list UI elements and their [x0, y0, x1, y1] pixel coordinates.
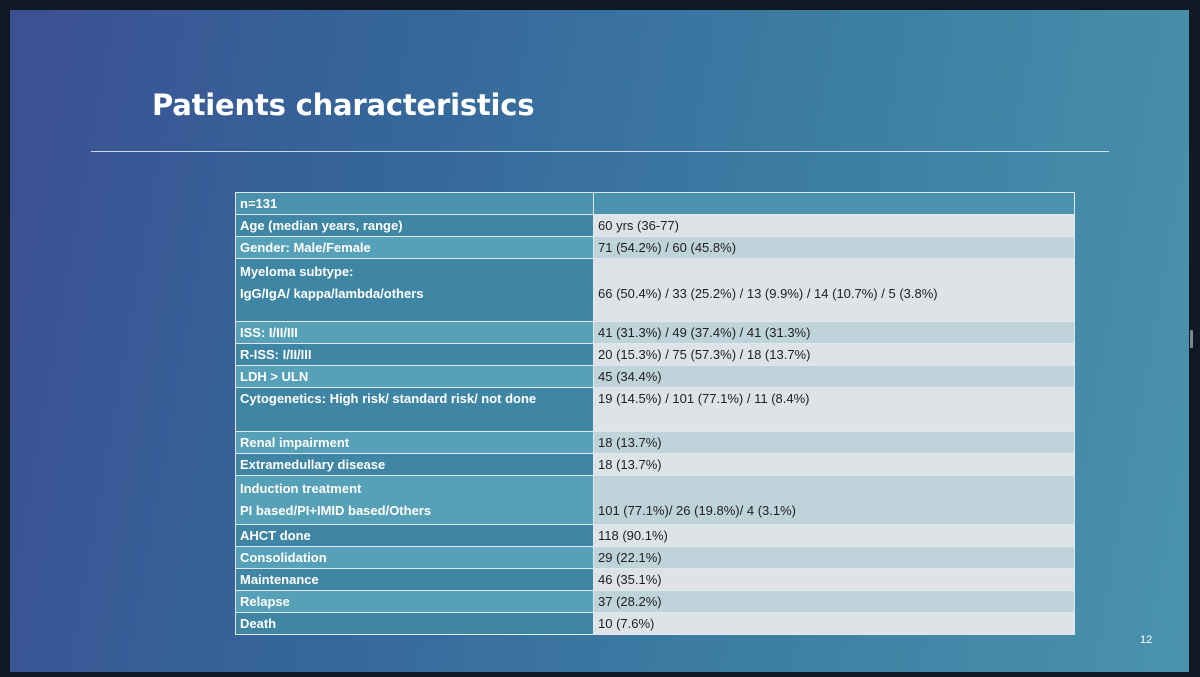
row-label: Myeloma subtype: IgG/IgA/ kappa/lambda/o… — [235, 258, 594, 322]
table-row-ldh: LDH > ULN 45 (34.4%) — [235, 365, 1075, 388]
table-row-r-iss: R-ISS: I/II/III 20 (15.3%) / 75 (57.3%) … — [235, 343, 1075, 366]
row-value: 20 (15.3%) / 75 (57.3%) / 18 (13.7%) — [593, 343, 1075, 366]
row-label: Cytogenetics: High risk/ standard risk/ … — [235, 387, 594, 432]
row-label: Relapse — [235, 590, 594, 613]
row-value: 45 (34.4%) — [593, 365, 1075, 388]
row-value: 41 (31.3%) / 49 (37.4%) / 41 (31.3%) — [593, 321, 1075, 344]
table-header-row: n=131 — [235, 192, 1075, 215]
row-label: Gender: Male/Female — [235, 236, 594, 259]
row-value-text: 101 (77.1%)/ 26 (19.8%)/ 4 (3.1%) — [598, 503, 796, 518]
title-divider — [91, 151, 1109, 152]
table-row-induction-treatment: Induction treatment PI based/PI+IMID bas… — [235, 475, 1075, 525]
slide-page-number: 12 — [1140, 634, 1153, 646]
patient-characteristics-table: n=131 Age (median years, range) 60 yrs (… — [235, 192, 1075, 635]
row-label: AHCT done — [235, 524, 594, 547]
row-label: Age (median years, range) — [235, 214, 594, 237]
row-value: 37 (28.2%) — [593, 590, 1075, 613]
row-value-spacer — [598, 261, 1070, 283]
table-row-extramedullary: Extramedullary disease 18 (13.7%) — [235, 453, 1075, 476]
table-row-consolidation: Consolidation 29 (22.1%) — [235, 546, 1075, 569]
table-row-maintenance: Maintenance 46 (35.1%) — [235, 568, 1075, 591]
row-value-spacer — [598, 478, 1070, 500]
table-header-value — [593, 192, 1075, 215]
row-value: 10 (7.6%) — [593, 612, 1075, 635]
row-value: 60 yrs (36-77) — [593, 214, 1075, 237]
table-row-myeloma-subtype: Myeloma subtype: IgG/IgA/ kappa/lambda/o… — [235, 258, 1075, 322]
table-row-renal-impairment: Renal impairment 18 (13.7%) — [235, 431, 1075, 454]
row-value: 19 (14.5%) / 101 (77.1%) / 11 (8.4%) — [593, 387, 1075, 432]
row-label-line: PI based/PI+IMID based/Others — [240, 503, 432, 518]
row-value: 66 (50.4%) / 33 (25.2%) / 13 (9.9%) / 14… — [593, 258, 1075, 322]
table-row-death: Death 10 (7.6%) — [235, 612, 1075, 635]
row-label: Consolidation — [235, 546, 594, 569]
row-label: Death — [235, 612, 594, 635]
presentation-slide: Patients characteristics n=131 Age (medi… — [10, 10, 1189, 672]
table-row-ahct: AHCT done 118 (90.1%) — [235, 524, 1075, 547]
row-value: 71 (54.2%) / 60 (45.8%) — [593, 236, 1075, 259]
table-row-age: Age (median years, range) 60 yrs (36-77) — [235, 214, 1075, 237]
row-label: Extramedullary disease — [235, 453, 594, 476]
row-value: 18 (13.7%) — [593, 453, 1075, 476]
window-resize-handle[interactable] — [1190, 330, 1193, 348]
row-label: R-ISS: I/II/III — [235, 343, 594, 366]
row-label-line: Myeloma subtype: — [240, 264, 354, 279]
row-value: 29 (22.1%) — [593, 546, 1075, 569]
row-value: 46 (35.1%) — [593, 568, 1075, 591]
table-row-relapse: Relapse 37 (28.2%) — [235, 590, 1075, 613]
row-value: 101 (77.1%)/ 26 (19.8%)/ 4 (3.1%) — [593, 475, 1075, 525]
slide-title: Patients characteristics — [152, 88, 535, 122]
row-value: 118 (90.1%) — [593, 524, 1075, 547]
row-label: LDH > ULN — [235, 365, 594, 388]
table-row-iss: ISS: I/II/III 41 (31.3%) / 49 (37.4%) / … — [235, 321, 1075, 344]
row-label-line: IgG/IgA/ kappa/lambda/others — [240, 286, 424, 301]
row-label: Renal impairment — [235, 431, 594, 454]
row-value-text: 66 (50.4%) / 33 (25.2%) / 13 (9.9%) / 14… — [598, 286, 938, 301]
row-label: Induction treatment PI based/PI+IMID bas… — [235, 475, 594, 525]
table-header-label: n=131 — [235, 192, 594, 215]
row-label: ISS: I/II/III — [235, 321, 594, 344]
row-label: Maintenance — [235, 568, 594, 591]
table-row-cytogenetics: Cytogenetics: High risk/ standard risk/ … — [235, 387, 1075, 432]
row-value: 18 (13.7%) — [593, 431, 1075, 454]
table-row-gender: Gender: Male/Female 71 (54.2%) / 60 (45.… — [235, 236, 1075, 259]
row-label-line: Induction treatment — [240, 481, 362, 496]
